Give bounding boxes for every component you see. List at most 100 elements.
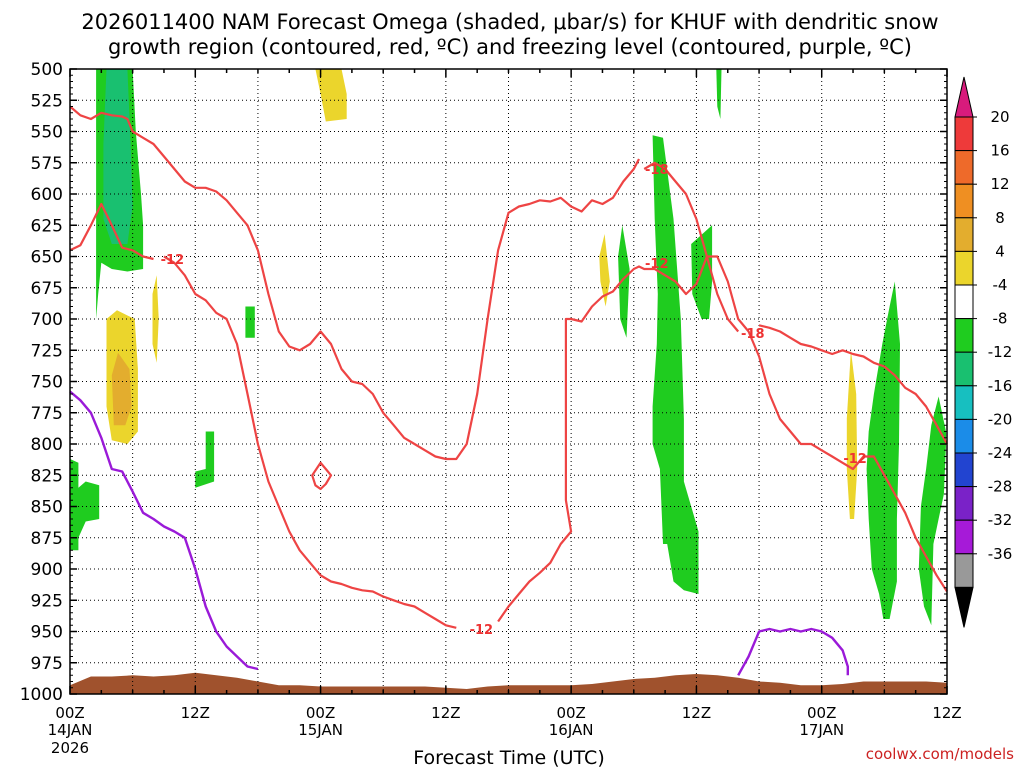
ytick-label-575: 575 bbox=[31, 154, 63, 174]
colorbar-swatch-9 bbox=[954, 385, 974, 420]
contour-label-3: -18 bbox=[741, 327, 765, 342]
colorbar-swatch-14 bbox=[954, 553, 974, 588]
colorbar-swatch-13 bbox=[954, 519, 974, 555]
omega-region-11 bbox=[652, 135, 699, 595]
chart-title-line-1: 2026011400 NAM Forecast Omega (shaded, μ… bbox=[81, 10, 938, 34]
ytick-label-775: 775 bbox=[31, 404, 63, 424]
colorbar-label-13: -36 bbox=[988, 545, 1013, 563]
colorbar-label-1: 16 bbox=[990, 142, 1009, 160]
omega-region-16 bbox=[918, 396, 946, 626]
colorbar-label-8: -16 bbox=[988, 377, 1013, 395]
colorbar-swatch-6 bbox=[954, 284, 974, 320]
colorbar-swatch-10 bbox=[954, 418, 974, 454]
xtick-label-3: 12Z bbox=[431, 704, 460, 722]
ytick-label-950: 950 bbox=[31, 623, 63, 643]
omega-region-15 bbox=[846, 350, 858, 519]
chart-title-line-2: growth region (contoured, red, ºC) and f… bbox=[108, 35, 912, 59]
ytick-label-825: 825 bbox=[31, 466, 63, 486]
x-axis-label: Forecast Time (UTC) bbox=[413, 747, 604, 768]
colorbar-label-4: 4 bbox=[995, 242, 1005, 260]
colorbar-swatch-11 bbox=[954, 452, 974, 488]
colorbar-bottom-arrow bbox=[954, 586, 974, 628]
colorbar-swatch-5 bbox=[954, 250, 974, 286]
ytick-label-600: 600 bbox=[31, 185, 63, 205]
ytick-label-975: 975 bbox=[31, 654, 63, 674]
omega-region-1 bbox=[103, 69, 133, 244]
grid-lines bbox=[70, 69, 947, 694]
xtick-year-0: 2026 bbox=[51, 739, 89, 757]
plot-area: -12 -18 -12 -18 -12 -12 500 525 550 575 600 625 650… bbox=[20, 60, 962, 757]
ytick-label-725: 725 bbox=[31, 341, 63, 361]
colorbar-swatch-4 bbox=[954, 217, 974, 252]
omega-region-9 bbox=[599, 234, 610, 307]
colorbar-label-12: -32 bbox=[988, 511, 1013, 529]
dgz-contours bbox=[69, 105, 948, 629]
colorbar-label-3: 8 bbox=[995, 209, 1005, 227]
credit-link[interactable]: coolwx.com/models bbox=[866, 745, 1014, 763]
ytick-label-850: 850 bbox=[31, 498, 63, 518]
colorbar-label-2: 12 bbox=[990, 175, 1009, 193]
xtick-label-7: 12Z bbox=[932, 704, 961, 722]
freezing-contour-0 bbox=[69, 390, 259, 671]
colorbar-top-arrow bbox=[954, 76, 974, 118]
freezing-level-contours bbox=[69, 390, 849, 676]
omega-region-7 bbox=[152, 275, 159, 363]
ytick-label-800: 800 bbox=[31, 435, 63, 455]
colorbar: 20 16 12 8 4 -4 -8 -12 -16 -20 -24 -28 -32 -36 bbox=[954, 76, 1013, 628]
dgz-contour-4 bbox=[497, 255, 948, 623]
omega-region-10 bbox=[618, 225, 630, 338]
ytick-label-500: 500 bbox=[31, 60, 63, 80]
omega-region-6 bbox=[111, 352, 132, 426]
dgz-contour-5 bbox=[643, 161, 740, 333]
contour-label-1: -18 bbox=[645, 163, 669, 178]
colorbar-swatch-1 bbox=[954, 116, 974, 152]
omega-region-3 bbox=[245, 306, 255, 338]
dgz-contour-3 bbox=[311, 461, 333, 491]
contour-label-4: -12 bbox=[843, 452, 867, 467]
ytick-label-875: 875 bbox=[31, 529, 63, 549]
contour-label-0: -12 bbox=[161, 253, 185, 268]
y-axis: 500 525 550 575 600 625 650 675 700 725 750 775 800 8… bbox=[20, 60, 947, 705]
colorbar-label-0: 20 bbox=[990, 108, 1009, 126]
dgz-contour-0 bbox=[69, 105, 640, 461]
ytick-label-1000: 1000 bbox=[20, 685, 63, 705]
terrain-fill bbox=[70, 672, 947, 694]
omega-region-8 bbox=[315, 69, 347, 122]
colorbar-label-9: -20 bbox=[988, 410, 1013, 428]
xtick-date-0: 14JAN bbox=[48, 721, 93, 739]
omega-region-14 bbox=[866, 281, 900, 619]
omega-region-13 bbox=[716, 69, 722, 119]
dgz-contour-1 bbox=[69, 202, 154, 261]
colorbar-swatch-7 bbox=[954, 318, 974, 353]
ytick-label-525: 525 bbox=[31, 91, 63, 111]
xtick-label-5: 12Z bbox=[682, 704, 711, 722]
colorbar-label-10: -24 bbox=[988, 444, 1013, 462]
dgz-contour-6 bbox=[758, 324, 948, 445]
colorbar-label-7: -12 bbox=[988, 343, 1013, 361]
colorbar-label-11: -28 bbox=[988, 478, 1013, 496]
xtick-date-6: 17JAN bbox=[799, 721, 844, 739]
dgz-contour-2 bbox=[163, 255, 457, 629]
colorbar-swatch-8 bbox=[954, 351, 974, 387]
ytick-label-650: 650 bbox=[31, 248, 63, 268]
contour-labels: -12 -18 -12 -18 -12 -12 bbox=[161, 163, 867, 638]
ytick-label-925: 925 bbox=[31, 591, 63, 611]
xtick-label-0: 00Z bbox=[55, 704, 84, 722]
xtick-label-4: 00Z bbox=[556, 704, 585, 722]
freezing-contour-1 bbox=[737, 627, 849, 676]
xtick-label-6: 00Z bbox=[807, 704, 836, 722]
colorbar-label-6: -8 bbox=[993, 310, 1008, 328]
omega-region-2 bbox=[70, 459, 100, 551]
terrain-surface bbox=[70, 672, 947, 694]
colorbar-swatch-3 bbox=[954, 183, 974, 219]
ytick-label-550: 550 bbox=[31, 123, 63, 143]
ytick-label-750: 750 bbox=[31, 373, 63, 393]
ytick-label-900: 900 bbox=[31, 560, 63, 580]
omega-region-4 bbox=[195, 431, 215, 488]
contour-label-2: -12 bbox=[645, 257, 669, 272]
xtick-label-2: 00Z bbox=[306, 704, 335, 722]
colorbar-swatch-12 bbox=[954, 486, 974, 521]
ytick-label-675: 675 bbox=[31, 279, 63, 299]
